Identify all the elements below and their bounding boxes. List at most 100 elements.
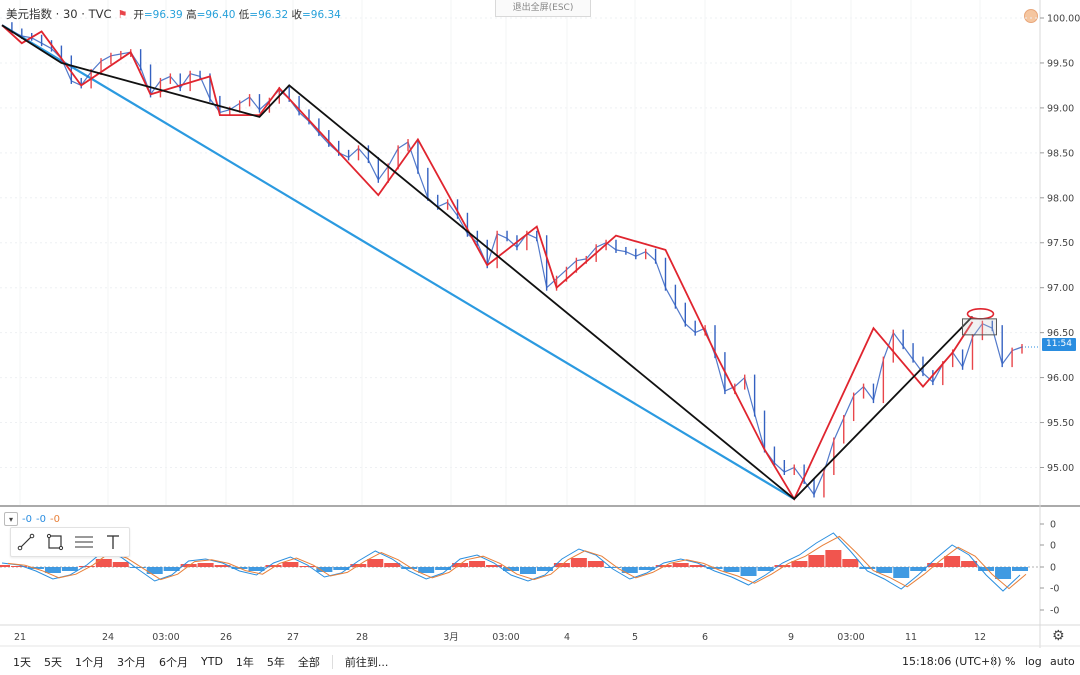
osc-histogram-bar (146, 567, 163, 574)
osc-histogram-bar (1012, 567, 1028, 571)
osc-histogram-bar (333, 567, 350, 570)
osc-histogram-bar (519, 567, 536, 574)
x-tick-label: 26 (220, 632, 232, 643)
osc-histogram-bar (978, 567, 995, 571)
osc-histogram-bar (61, 567, 78, 571)
range-1y[interactable]: 1年 (235, 655, 254, 669)
osc-histogram-bar (129, 567, 146, 568)
y-tick-label: 97.00 (1047, 283, 1074, 294)
x-tick-label: 21 (14, 632, 26, 643)
osc-histogram-bar (859, 567, 876, 569)
osc-histogram-bar (384, 563, 401, 567)
osc-histogram-bar (723, 567, 740, 572)
range-6m[interactable]: 6个月 (159, 655, 188, 669)
y-tick-label: 99.50 (1047, 58, 1074, 69)
osc-histogram-bar (655, 565, 672, 567)
x-tick-label: 27 (287, 632, 299, 643)
osc-histogram-bar (282, 562, 299, 567)
x-tick-label: 03:00 (492, 632, 519, 643)
x-tick-label: 11 (905, 632, 917, 643)
trend-line-tool-icon[interactable] (11, 528, 40, 556)
osc-signal-line (7, 535, 1027, 590)
flag-icon[interactable]: ⚑ (117, 7, 128, 21)
fib-tool-icon[interactable] (69, 528, 98, 556)
osc-histogram-bar (638, 567, 655, 570)
auto-toggle[interactable]: auto (1050, 655, 1075, 668)
red-zigzag-line (1, 24, 974, 501)
osc-histogram-bar (774, 565, 791, 567)
osc-histogram-bar (265, 565, 282, 567)
osc-tick-label: -0 (1050, 584, 1059, 595)
x-tick-label: 03:00 (152, 632, 179, 643)
percent-toggle[interactable]: % (1005, 655, 1016, 668)
divider (331, 654, 333, 669)
rectangle-tool-icon[interactable] (40, 528, 69, 556)
osc-tick-label: 0 (1050, 520, 1056, 531)
goto-button[interactable]: 前往到... (344, 655, 389, 669)
range-1m[interactable]: 1个月 (75, 655, 104, 669)
x-tick-label: 03:00 (837, 632, 864, 643)
osc-histogram-bar (367, 559, 384, 567)
price-chart[interactable]: 100.00 99.50 99.00 98.50 98.00 97.50 97.00 96.5… (0, 0, 1080, 648)
osc-histogram-bar (740, 567, 757, 576)
osc-tick-label: 0 (1050, 541, 1056, 552)
range-all[interactable]: 全部 (297, 655, 320, 669)
osc-histogram-bar (95, 559, 112, 567)
x-tick-label: 12 (974, 632, 986, 643)
text-tool-icon[interactable] (98, 528, 127, 556)
range-5y[interactable]: 5年 (266, 655, 285, 669)
osc-histogram-bar (757, 567, 774, 571)
y-tick-label: 96.50 (1047, 328, 1074, 339)
osc-histogram-bar (163, 567, 180, 571)
osc-histogram-bar (808, 555, 825, 567)
osc-histogram-bar (672, 563, 689, 567)
chart-header: 美元指数 · 30 · TVC ⚑ 开=96.39 高=96.40 低=96.3… (6, 6, 341, 22)
osc-tick-label: -0 (1050, 606, 1059, 617)
osc-histogram-bar (689, 565, 706, 567)
range-ytd[interactable]: YTD (201, 655, 223, 668)
osc-histogram-bar (401, 567, 418, 569)
x-tick-label: 6 (702, 632, 708, 643)
range-5d[interactable]: 5天 (44, 655, 62, 669)
osc-histogram-bar (469, 561, 486, 567)
y-tick-label: 98.00 (1047, 193, 1074, 204)
indicator-value-2: -0 (35, 513, 46, 525)
osc-histogram-bar (604, 567, 621, 568)
alert-dot-icon[interactable] (1024, 9, 1038, 23)
highlight-rectangle (961, 318, 997, 336)
range-1d[interactable]: 1天 (13, 655, 31, 669)
osc-histogram-bar (893, 567, 910, 578)
osc-histogram-bar (842, 559, 859, 567)
x-tick-label: 3月 (443, 632, 459, 643)
osc-histogram-bar (197, 563, 214, 567)
osc-histogram-bar (486, 565, 503, 567)
indicator-value-1: -0 (22, 513, 32, 525)
x-tick-label: 24 (102, 632, 114, 643)
range-3m[interactable]: 3个月 (117, 655, 146, 669)
osc-histogram-bar (961, 561, 978, 567)
y-tick-label: 97.50 (1047, 238, 1074, 249)
clock-readout[interactable]: 15:18:06 (UTC+8) (902, 655, 1002, 668)
osc-histogram-bar (452, 563, 469, 567)
x-tick-label: 5 (632, 632, 638, 643)
osc-histogram-bar (995, 567, 1012, 579)
gear-icon[interactable]: ⚙ (1052, 628, 1065, 644)
osc-histogram-bar (0, 565, 10, 567)
y-tick-label: 95.00 (1047, 463, 1074, 474)
chevron-down-icon[interactable]: ▾ (4, 512, 18, 526)
bottom-toolbar: 1天 5天 1个月 3个月 6个月 YTD 1年 5年 全部 前往到... 15… (0, 648, 1080, 675)
exit-fullscreen-button[interactable]: 退出全屏(ESC) (495, 0, 591, 17)
osc-histogram-bar (876, 567, 893, 573)
divider (993, 654, 994, 668)
osc-histogram-bar (435, 567, 452, 570)
y-tick-label: 99.00 (1047, 103, 1074, 114)
drawing-toolbar (10, 527, 130, 557)
ohlc-readout: 开=96.39 高=96.40 低=96.32 收=96.34 (133, 8, 341, 21)
y-tick-label: 96.00 (1047, 373, 1074, 384)
log-toggle[interactable]: log (1025, 655, 1042, 668)
osc-histogram-bar (621, 567, 638, 573)
osc-histogram-bar (910, 567, 927, 571)
osc-histogram-bar (536, 567, 553, 571)
osc-histogram-bar (112, 562, 129, 567)
symbol-label[interactable]: 美元指数 · 30 · TVC (6, 7, 112, 21)
